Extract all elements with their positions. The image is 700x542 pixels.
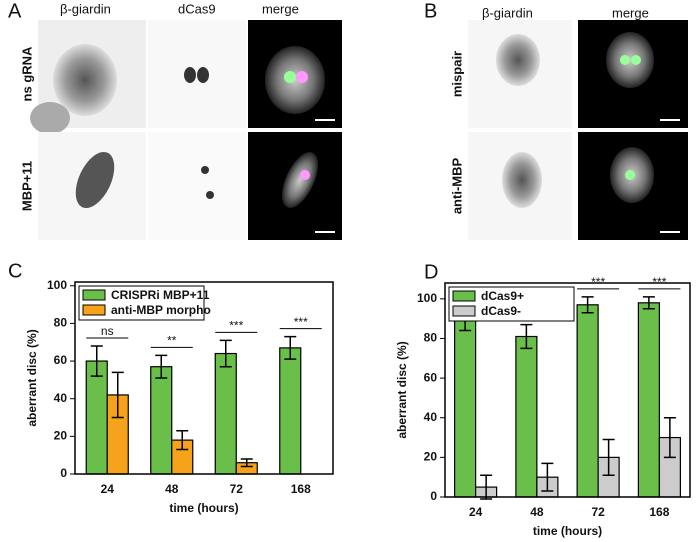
legend-label: CRISPRi MBP+11 (111, 288, 210, 302)
x-tick-label: 48 (530, 505, 544, 519)
error-bar (581, 296, 594, 314)
y-tick-label: 60 (424, 370, 438, 384)
significance-label: ns (101, 324, 114, 338)
column-label: merge (612, 5, 649, 20)
column-label: β-giardin (482, 5, 533, 20)
bar (85, 360, 108, 475)
error-bar (480, 474, 493, 500)
x-tick-label: 48 (165, 482, 179, 496)
panel-label: D (424, 261, 438, 283)
bar (279, 347, 302, 475)
column-label: β-giardin (60, 1, 111, 16)
error-bar (219, 339, 232, 368)
bar (214, 352, 237, 475)
x-tick-label: 72 (230, 482, 244, 496)
y-tick-label: 60 (54, 353, 68, 367)
x-tick-label: 24 (101, 482, 115, 496)
y-tick-label: 100 (47, 278, 67, 292)
x-tick-label: 168 (649, 505, 669, 519)
legend-label: dCas9- (481, 304, 521, 318)
y-tick-label: 80 (424, 331, 438, 345)
y-tick-label: 40 (54, 391, 68, 405)
y-tick-label: 20 (54, 429, 68, 443)
y-tick-label: 100 (417, 291, 437, 305)
bar (150, 366, 173, 475)
y-axis-label: aberrant disc (%) (25, 329, 39, 426)
legend-swatch (452, 305, 476, 317)
y-tick-label: 80 (54, 316, 68, 330)
error-bar (240, 458, 253, 468)
x-tick-label: 72 (591, 505, 605, 519)
legend-swatch (452, 290, 476, 302)
x-tick-label: 168 (291, 482, 311, 496)
plot-frame (444, 282, 691, 498)
error-bar (541, 462, 554, 492)
legend-label: dCas9+ (481, 289, 524, 303)
error-bar (155, 354, 168, 379)
micrographs-b (468, 20, 688, 240)
significance-label: *** (591, 275, 605, 289)
row-label: mispair (449, 51, 464, 97)
significance-label: *** (294, 315, 308, 329)
bar (515, 335, 538, 498)
row-label: ns gRNA (19, 46, 34, 102)
panel-label: B (424, 0, 437, 22)
legend-swatch (82, 289, 106, 301)
row-label: MBP+11 (19, 161, 34, 211)
panel-label: C (8, 260, 22, 282)
error-bar (111, 371, 124, 419)
error-bar (176, 429, 189, 451)
plot-frame (74, 281, 334, 475)
column-label: merge (262, 1, 299, 16)
error-bar (520, 323, 533, 350)
y-axis-label: aberrant disc (%) (395, 341, 409, 438)
panel-label: A (8, 0, 22, 22)
legend-swatch (82, 304, 106, 316)
x-axis-label: time (hours) (533, 524, 602, 538)
bar (637, 302, 660, 498)
x-axis-label: time (hours) (169, 501, 238, 515)
error-bar (642, 296, 655, 310)
significance-label: *** (652, 275, 666, 289)
y-tick-label: 0 (430, 489, 437, 503)
y-tick-label: 0 (60, 466, 67, 480)
x-tick-label: 24 (469, 505, 483, 519)
micrographs-a (30, 20, 342, 240)
y-tick-label: 20 (424, 450, 438, 464)
error-bar (284, 335, 297, 360)
legend-label: anti-MBP morpho (111, 303, 211, 317)
row-label: anti-MBP (449, 158, 464, 215)
error-bar (663, 416, 676, 459)
significance-label: ** (167, 334, 177, 348)
bar (454, 318, 477, 498)
significance-label: *** (229, 319, 243, 333)
bar (576, 304, 599, 498)
error-bar (602, 438, 615, 476)
y-tick-label: 40 (424, 410, 438, 424)
column-label: dCas9 (178, 1, 216, 16)
error-bar (90, 345, 103, 377)
